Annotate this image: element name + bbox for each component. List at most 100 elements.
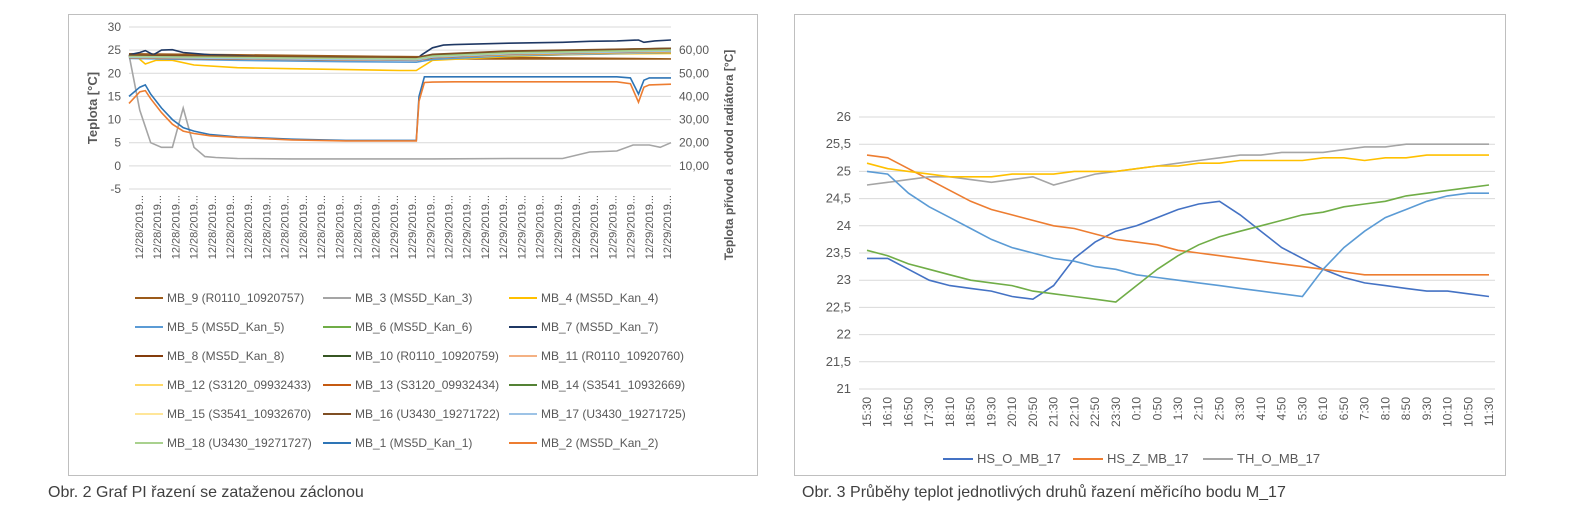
y-tick-label: 24,5 <box>826 191 851 206</box>
x-tick-label: 15:30 <box>860 397 874 427</box>
y-tick-label: 15 <box>108 89 122 103</box>
series-line-mb_5 <box>128 51 672 64</box>
x-tick-label: 12/28/2019... <box>334 195 346 259</box>
x-tick-label: 4:50 <box>1275 397 1289 421</box>
x-tick-label: 7:30 <box>1358 397 1372 421</box>
y2-tick-label: 10,00 <box>679 159 709 173</box>
y-axis-title: Teplota [°C] <box>85 72 100 144</box>
series-line-mb_18 <box>128 49 672 60</box>
legend-label: MB_8 (MS5D_Kan_8) <box>167 349 284 363</box>
y-tick-label: 22,5 <box>826 299 851 314</box>
y-tick-label: 22 <box>837 327 851 342</box>
legend-label: MB_3 (MS5D_Kan_3) <box>355 291 472 305</box>
x-tick-label: 12/28/2019... <box>352 195 364 259</box>
x-tick-label: 12/29/2019... <box>516 195 528 259</box>
y-tick-label: 23,5 <box>826 245 851 260</box>
x-tick-label: 19:30 <box>984 397 998 427</box>
figure-caption-right: Obr. 3 Průběhy teplot jednotlivých druhů… <box>802 484 1286 501</box>
x-tick-label: 12/29/2019... <box>662 195 674 259</box>
series-line-mb_1 <box>128 75 671 142</box>
y-tick-label: 5 <box>114 136 121 150</box>
x-tick-label: 6:10 <box>1316 397 1330 421</box>
x-tick-label: 2:10 <box>1192 397 1206 421</box>
x-tick-label: 12/29/2019... <box>389 195 401 259</box>
x-tick-label: 12/28/2019... <box>298 195 310 259</box>
y-tick-label: -5 <box>110 182 121 196</box>
x-tick-label: 12/29/2019... <box>462 195 474 259</box>
x-tick-label: 11:30 <box>1482 397 1496 426</box>
series-line-th_o_mb_17 <box>866 143 1489 186</box>
left-chart: -5 0 5 10 15 20 25 30 10,00 20,00 30,00 40,00 50,00 6… <box>85 20 736 450</box>
x-tick-label: 12/28/2019... <box>261 195 273 259</box>
legend-label: MB_11 (R0110_10920760) <box>541 349 684 363</box>
legend-label: MB_2 (MS5D_Kan_2) <box>541 436 658 450</box>
y2-tick-label: 50,00 <box>679 66 709 80</box>
y2-tick-label: 40,00 <box>679 89 709 103</box>
x-tick-label: 0:50 <box>1150 397 1164 421</box>
legend-label: MB_9 (R0110_10920757) <box>167 291 304 305</box>
y-tick-label: 20 <box>108 66 122 80</box>
x-tick-label: 12/29/2019... <box>589 195 601 259</box>
x-tick-label: 12/29/2019... <box>407 195 419 259</box>
x-tick-label: 12/29/2019... <box>644 195 656 259</box>
y-tick-label: 23 <box>837 272 851 287</box>
x-tick-label: 12/29/2019... <box>626 195 638 259</box>
x-tick-label: 16:50 <box>901 397 915 427</box>
x-tick-label: 23:30 <box>1109 397 1123 427</box>
x-tick-label: 12/28/2019... <box>134 195 146 259</box>
x-tick-label: 4:10 <box>1254 397 1268 421</box>
x-tick-label: 12/28/2019... <box>316 195 328 259</box>
series-line-mb_2 <box>128 81 672 142</box>
y-tick-label: 10 <box>108 113 122 127</box>
x-tick-label: 12/29/2019... <box>553 195 565 259</box>
x-tick-label: 8:10 <box>1378 397 1392 421</box>
legend-label: TH_O_MB_17 <box>1237 451 1320 466</box>
x-tick-label: 22:50 <box>1088 397 1102 427</box>
x-tick-label: 0:10 <box>1130 397 1144 421</box>
y-tick-label: 25 <box>837 163 851 178</box>
x-tick-label: 18:10 <box>943 397 957 427</box>
x-tick-label: 12/28/2019... <box>152 195 164 259</box>
x-tick-label: 3:30 <box>1233 397 1247 421</box>
x-tick-label: 20:10 <box>1005 397 1019 427</box>
x-tick-label: 2:50 <box>1212 397 1226 421</box>
y2-tick-label: 60,00 <box>679 43 709 57</box>
x-tick-label: 12/29/2019... <box>425 195 437 259</box>
legend-label: HS_Z_MB_17 <box>1107 451 1189 466</box>
y2-axis-title: Teplota přívod a odvod radiátora [°C] <box>722 50 736 261</box>
y-tick-label: 26 <box>837 109 851 124</box>
legend-label: MB_12 (S3120_09932433) <box>167 378 311 392</box>
x-tick-label: 12/28/2019... <box>371 195 383 259</box>
legend-label: MB_15 (S3541_10932670) <box>167 407 311 421</box>
chart-panel-left: -5 0 5 10 15 20 25 30 10,00 20,00 30,00 40,00 50,00 6… <box>68 14 758 476</box>
x-tick-label: 12/29/2019... <box>480 195 492 259</box>
x-tick-label: 12/28/2019... <box>207 195 219 259</box>
x-tick-label: 9:30 <box>1420 397 1434 421</box>
y-tick-label: 30 <box>108 20 122 34</box>
x-tick-label: 5:30 <box>1295 397 1309 421</box>
figure-caption-left: Obr. 2 Graf PI řazení se zataženou záclo… <box>48 484 364 501</box>
y-tick-label: 21 <box>837 381 851 396</box>
legend-label: MB_1 (MS5D_Kan_1) <box>355 436 472 450</box>
legend-label: MB_5 (MS5D_Kan_5) <box>167 320 284 334</box>
legend-label: MB_13 (S3120_09932434) <box>355 378 499 392</box>
legend-label: MB_17 (U3430_19271725) <box>541 407 686 421</box>
x-tick-label: 20:50 <box>1026 397 1040 427</box>
legend-label: HS_O_MB_17 <box>977 451 1061 466</box>
x-tick-label: 12/28/2019... <box>225 195 237 259</box>
x-tick-label: 18:50 <box>964 397 978 427</box>
x-tick-label: 1:30 <box>1171 397 1185 421</box>
x-tick-label: 12/29/2019... <box>607 195 619 259</box>
x-tick-label: 12/28/2019... <box>189 195 201 259</box>
x-tick-label: 12/28/2019... <box>280 195 292 259</box>
chart-panel-right: 21 21,5 22 22,5 23 23,5 24 24,5 25 25,5 26 15:30 16:… <box>794 14 1506 476</box>
series-line-mb_17 <box>128 50 672 61</box>
y-tick-label: 25,5 <box>826 136 851 151</box>
series-line-unlabeled-3 <box>866 154 1489 178</box>
legend-label: MB_7 (MS5D_Kan_7) <box>541 320 658 334</box>
x-tick-label: 6:50 <box>1337 397 1351 421</box>
series-line-hs_o_mb_17 <box>867 200 1490 301</box>
x-tick-label: 12/29/2019... <box>571 195 583 259</box>
x-tick-label: 16:10 <box>881 397 895 427</box>
x-tick-label: 17:30 <box>922 397 936 427</box>
